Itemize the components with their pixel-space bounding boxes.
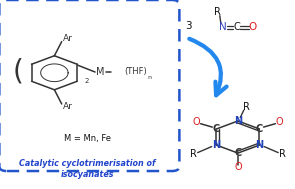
Text: C: C [233,22,240,32]
Text: 3: 3 [185,21,191,30]
Text: O: O [234,162,242,172]
Text: (: ( [13,58,24,86]
Text: R: R [214,7,221,17]
Text: C: C [256,124,263,134]
Text: O: O [248,22,257,32]
Text: C: C [213,124,220,134]
Text: N: N [212,140,220,150]
Text: R: R [243,102,250,112]
Text: 2: 2 [84,78,89,84]
Text: Catalytic cyclotrimerisation of
isocyanates: Catalytic cyclotrimerisation of isocyana… [19,159,155,179]
Text: (THF): (THF) [124,67,147,76]
Text: M = Mn, Fe: M = Mn, Fe [64,134,111,143]
Text: O: O [193,117,200,127]
Text: N: N [255,140,263,150]
Text: M: M [96,67,105,77]
Text: N: N [234,116,242,126]
Text: R: R [189,149,196,159]
Text: O: O [276,117,283,127]
Text: n: n [148,75,152,80]
Text: Ar: Ar [63,34,73,43]
Text: N: N [219,22,227,32]
FancyArrowPatch shape [189,39,227,95]
Text: Ar: Ar [63,102,73,111]
Text: R: R [279,149,286,159]
Text: C: C [234,148,242,158]
